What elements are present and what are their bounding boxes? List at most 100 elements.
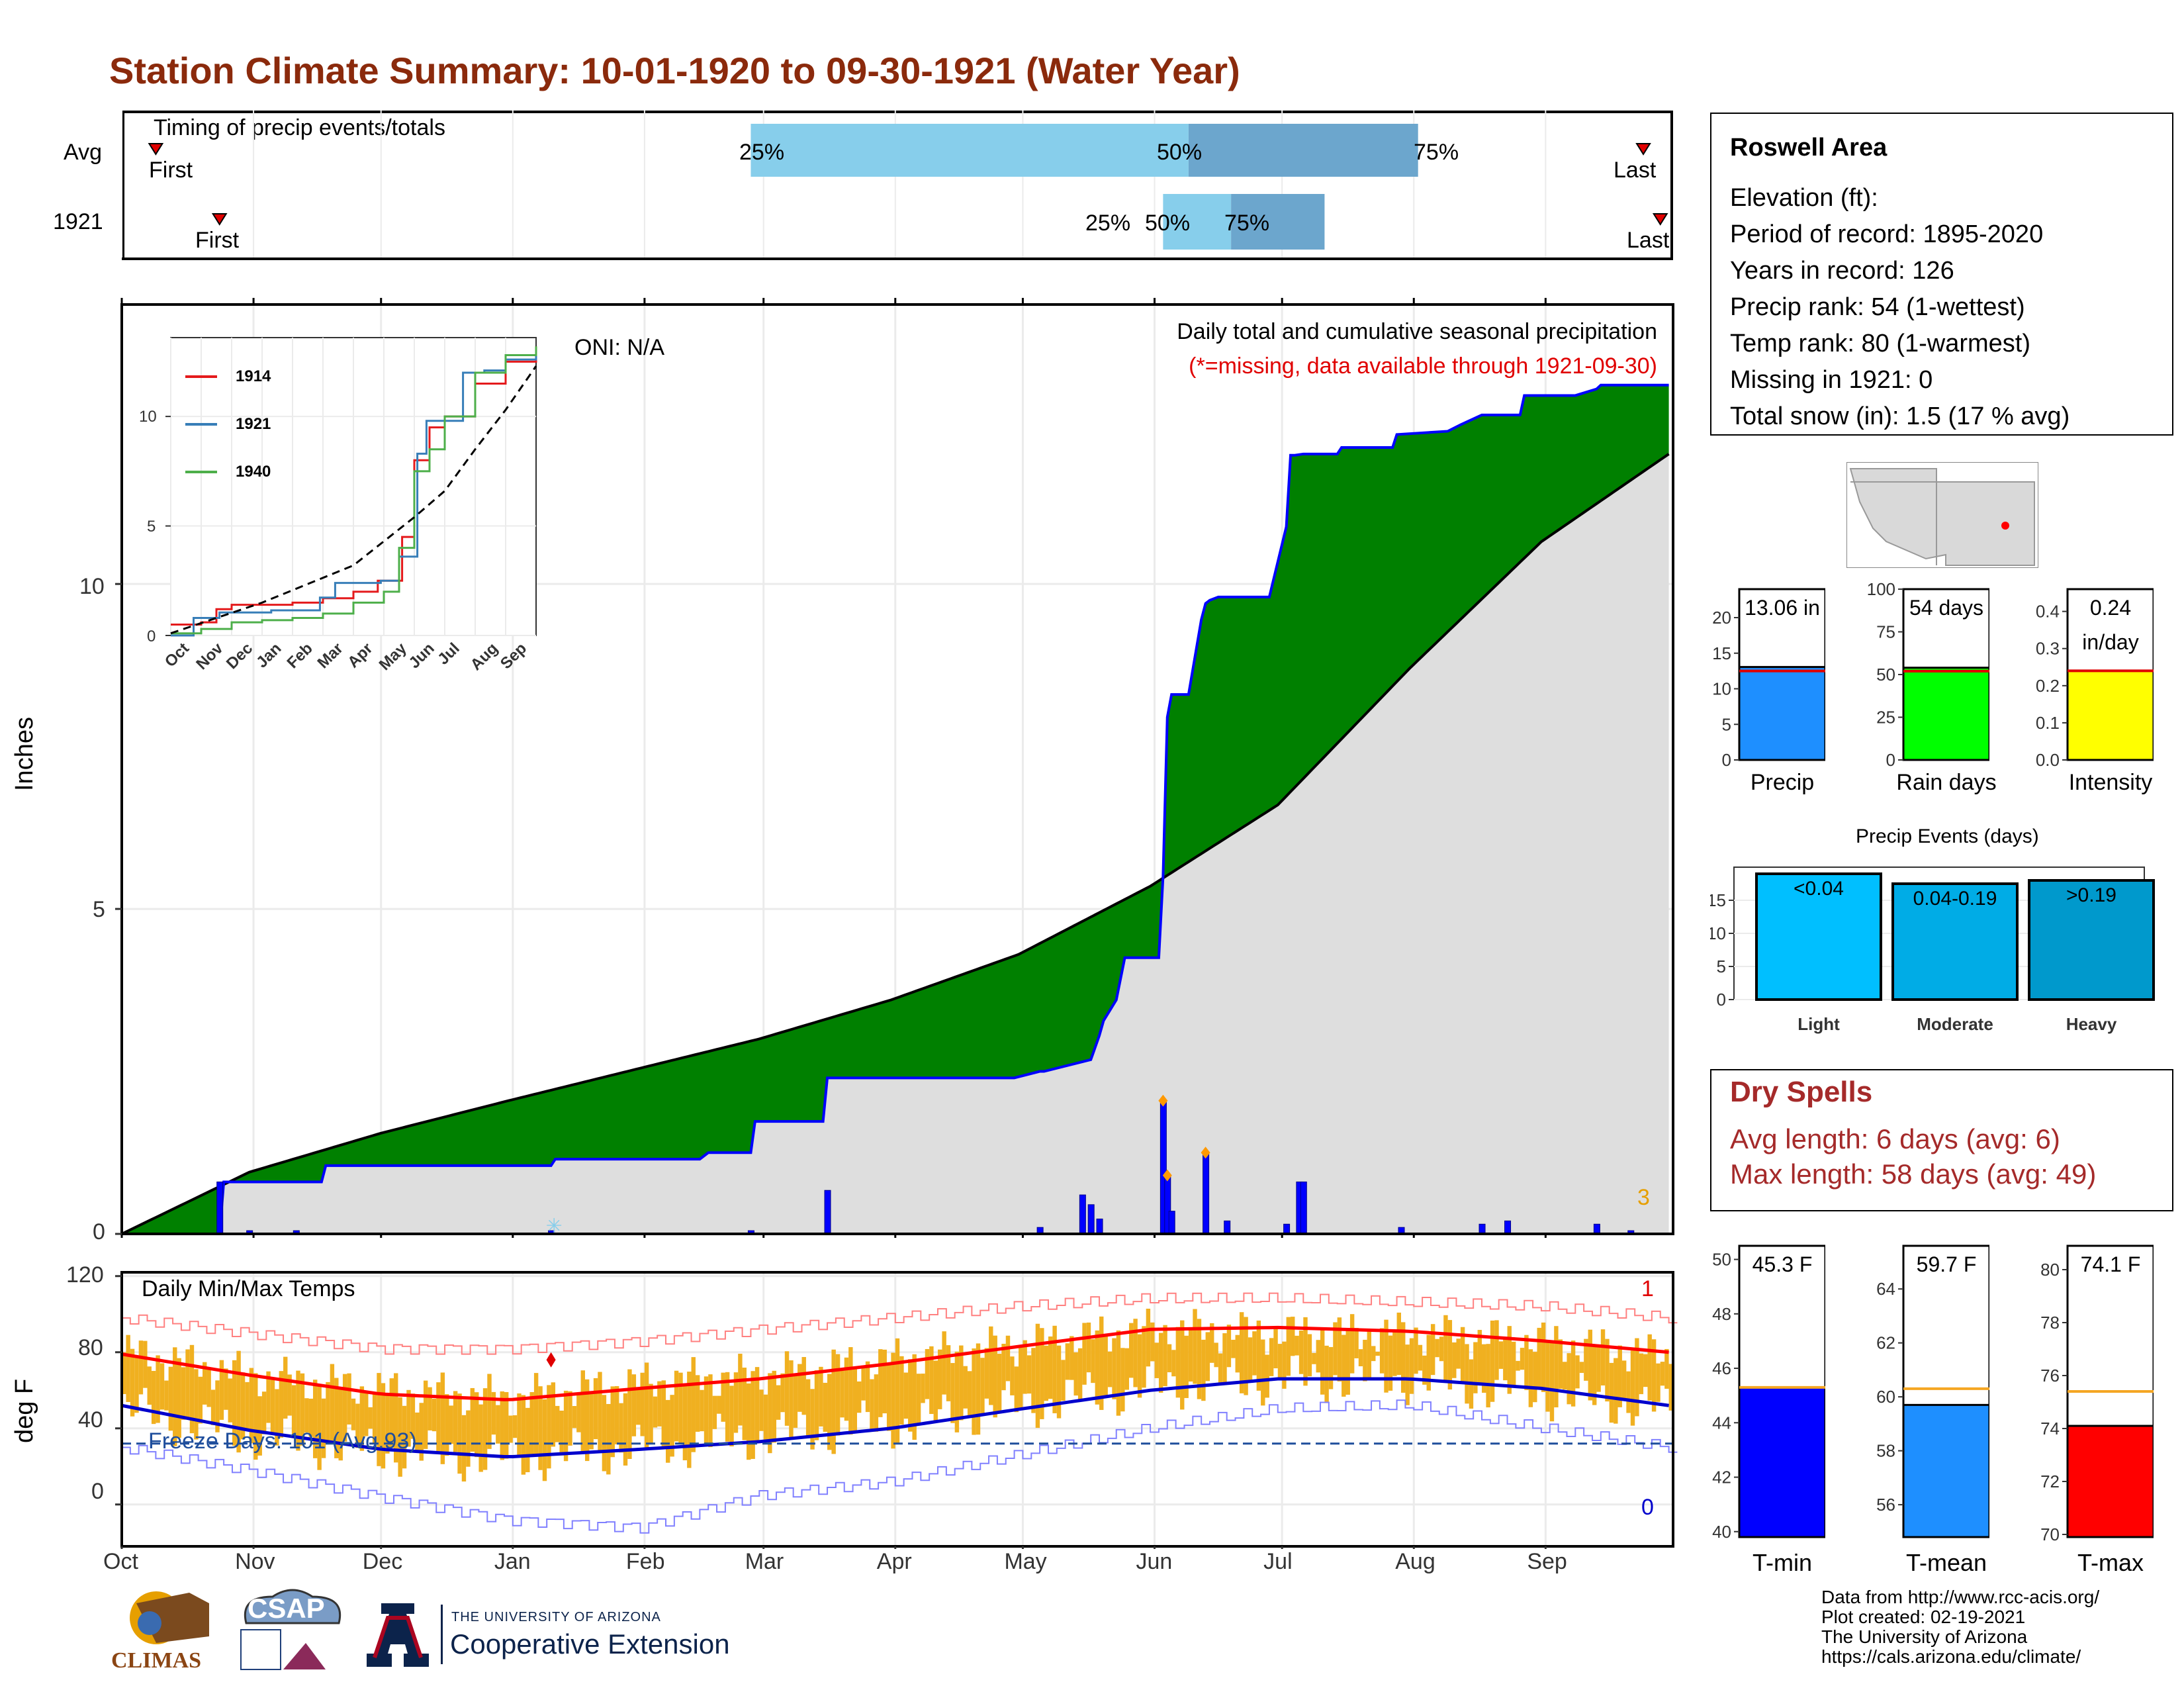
daily-temp-range-284 bbox=[1328, 1346, 1334, 1389]
daily-temp-range-243 bbox=[1154, 1342, 1159, 1378]
daily-temp-range-173 bbox=[856, 1381, 862, 1413]
daily-temp-range-354 bbox=[1626, 1371, 1631, 1413]
daily-temp-range-127 bbox=[661, 1380, 666, 1446]
daily-temp-range-240 bbox=[1142, 1326, 1146, 1388]
daily-temp-range-295 bbox=[1375, 1351, 1380, 1356]
temp-ylabel: deg F bbox=[11, 1378, 38, 1443]
month-label-jul: Jul bbox=[1263, 1549, 1293, 1574]
daily-temp-range-5 bbox=[143, 1340, 148, 1388]
daily-temp-range-299 bbox=[1392, 1331, 1397, 1376]
avg-last-label: Last bbox=[1614, 158, 1657, 183]
daily-temp-range-84 bbox=[478, 1404, 483, 1472]
daily-temp-range-102 bbox=[555, 1405, 560, 1442]
daily-temp-range-72 bbox=[428, 1387, 432, 1430]
gauge-2-graphic: 0.0 0.1 0.2 0.3 0.4 bbox=[2036, 588, 2154, 770]
daily-temp-range-297 bbox=[1384, 1319, 1388, 1393]
daily-temp-range-311 bbox=[1443, 1315, 1448, 1382]
daily-temp-range-321 bbox=[1486, 1344, 1490, 1408]
temp-gauge-1-ticklabel-1: 58 bbox=[1876, 1441, 1895, 1461]
daily-temp-range-237 bbox=[1128, 1323, 1134, 1378]
temp-gauge-2-ticklabel-4: 78 bbox=[2040, 1313, 2060, 1333]
daily-temp-range-68 bbox=[410, 1393, 416, 1439]
precip-cumulative-line bbox=[122, 383, 1669, 1235]
daily-temp-range-343 bbox=[1579, 1362, 1584, 1374]
daily-temp-range-288 bbox=[1345, 1330, 1350, 1395]
daily-temp-range-285 bbox=[1333, 1322, 1338, 1376]
month-label-apr: Apr bbox=[876, 1549, 912, 1574]
info-line-elevation: Elevation (ft): bbox=[1730, 184, 1878, 212]
daily-temp-range-90 bbox=[504, 1391, 509, 1459]
daily-temp-range-332 bbox=[1533, 1352, 1537, 1403]
daily-temp-range-281 bbox=[1316, 1340, 1320, 1373]
daily-temp-range-222 bbox=[1065, 1343, 1070, 1380]
daily-temp-range-208 bbox=[1005, 1335, 1011, 1382]
daily-temp-range-278 bbox=[1303, 1317, 1308, 1386]
daily-temp-range-290 bbox=[1354, 1328, 1359, 1358]
daily-temp-range-113 bbox=[602, 1395, 607, 1472]
gauge-0-graphic: 0 5 10 15 20 bbox=[1712, 588, 1825, 770]
daily-temp-range-226 bbox=[1082, 1323, 1087, 1385]
daily-temp-range-34 bbox=[266, 1371, 271, 1423]
gauge-0-bar bbox=[1738, 666, 1825, 761]
daily-temp-range-291 bbox=[1358, 1349, 1363, 1367]
daily-temp-range-61 bbox=[381, 1383, 386, 1469]
daily-temp-range-101 bbox=[551, 1382, 556, 1447]
heavy-event-marker-13 bbox=[1201, 1147, 1210, 1159]
daily-temp-range-140 bbox=[717, 1395, 721, 1414]
daily-temp-range-292 bbox=[1363, 1339, 1367, 1382]
daily-temp-range-123 bbox=[644, 1362, 649, 1450]
daily-temp-range-135 bbox=[695, 1375, 700, 1432]
daily-temp-range-271 bbox=[1273, 1328, 1278, 1369]
precip-surplus-area bbox=[122, 385, 1669, 1234]
gauge-0-ticklabel-4: 20 bbox=[1712, 608, 1731, 628]
gauge-2-ticklabel-3: 0.3 bbox=[2036, 639, 2060, 659]
daily-temp-range-355 bbox=[1630, 1350, 1635, 1426]
daily-temp-range-148 bbox=[751, 1371, 755, 1459]
daily-temp-range-191 bbox=[933, 1360, 938, 1423]
inset-ytick-0: 0 bbox=[147, 628, 156, 645]
daily-temp-range-117 bbox=[619, 1403, 623, 1453]
gauge-2-bar bbox=[2066, 669, 2154, 761]
daily-temp-range-315 bbox=[1460, 1327, 1465, 1382]
avg-first-marker bbox=[148, 143, 164, 156]
daily-temp-range-246 bbox=[1167, 1344, 1172, 1373]
daily-temp-range-296 bbox=[1379, 1328, 1385, 1374]
precip-missing-note: (*=missing, data available through 1921-… bbox=[1189, 353, 1657, 379]
daily-temp-range-172 bbox=[852, 1368, 857, 1433]
temp-gauge-1-ticklabel-0: 56 bbox=[1876, 1495, 1895, 1515]
gauge-2-ticklabel-1: 0.1 bbox=[2036, 713, 2060, 733]
daily-precip-bar-15 bbox=[1283, 1223, 1291, 1235]
events-bar-label-1: 0.04-0.19 bbox=[1913, 888, 1997, 910]
precip-base-area bbox=[122, 453, 1669, 1235]
daily-temp-range-350 bbox=[1609, 1362, 1614, 1423]
precip-corner-count: 3 bbox=[1637, 1185, 1650, 1210]
daily-temp-range-347 bbox=[1596, 1346, 1601, 1392]
daily-temp-range-26 bbox=[232, 1360, 237, 1446]
gauge-1-ticklabel-3: 75 bbox=[1876, 622, 1895, 642]
avg-p75-label: 75% bbox=[1414, 140, 1459, 165]
daily-temp-range-54 bbox=[351, 1398, 356, 1430]
temp-gauge-2-bar bbox=[2066, 1425, 2154, 1538]
events-bar-heavy bbox=[2028, 879, 2155, 1001]
avg-last-marker bbox=[1635, 143, 1651, 156]
daily-temp-range-156 bbox=[784, 1351, 790, 1426]
temp-gauge-2-ticklabel-0: 70 bbox=[2040, 1524, 2060, 1544]
daily-temp-range-11 bbox=[168, 1366, 173, 1431]
gauge-0-ticklabel-1: 5 bbox=[1722, 714, 1731, 734]
daily-temp-range-319 bbox=[1477, 1330, 1482, 1383]
daily-temp-range-269 bbox=[1265, 1354, 1269, 1398]
daily-temp-range-58 bbox=[368, 1407, 373, 1429]
daily-temp-range-233 bbox=[1112, 1338, 1116, 1399]
daily-temp-range-236 bbox=[1124, 1348, 1129, 1390]
temp-gauge-0-bar bbox=[1738, 1386, 1825, 1538]
daily-temp-range-177 bbox=[874, 1374, 879, 1432]
daily-temp-range-63 bbox=[389, 1378, 394, 1448]
inset-legend-1940: 1940 bbox=[236, 463, 271, 481]
daily-temp-range-125 bbox=[653, 1396, 658, 1428]
daily-temp-range-272 bbox=[1277, 1344, 1283, 1381]
daily-temp-range-169 bbox=[840, 1369, 844, 1418]
daily-temp-range-62 bbox=[385, 1394, 390, 1454]
month-label-jan: Jan bbox=[494, 1549, 531, 1574]
daily-temp-range-356 bbox=[1635, 1338, 1639, 1417]
temp-gauge-2-ticklabel-3: 76 bbox=[2040, 1366, 2060, 1385]
